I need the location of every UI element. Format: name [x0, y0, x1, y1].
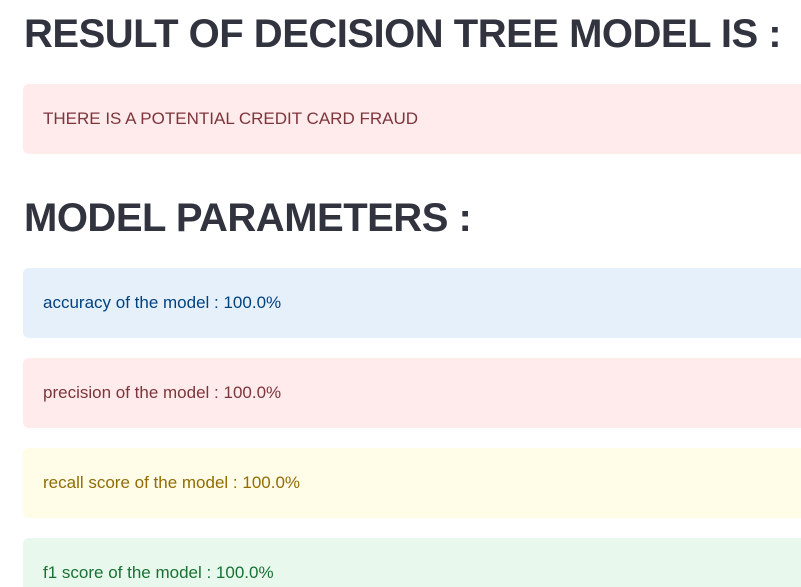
- f1-score-alert: f1 score of the model : 100.0%: [23, 538, 801, 587]
- accuracy-alert: accuracy of the model : 100.0%: [23, 268, 801, 338]
- accuracy-text: accuracy of the model : 100.0%: [43, 293, 282, 312]
- result-heading: RESULT OF DECISION TREE MODEL IS :: [24, 12, 782, 56]
- fraud-result-text: THERE IS A POTENTIAL CREDIT CARD FRAUD: [43, 109, 419, 128]
- recall-text: recall score of the model : 100.0%: [43, 473, 301, 492]
- precision-alert: precision of the model : 100.0%: [23, 358, 801, 428]
- f1-score-text: f1 score of the model : 100.0%: [43, 563, 274, 582]
- fraud-result-alert: THERE IS A POTENTIAL CREDIT CARD FRAUD: [23, 84, 801, 154]
- precision-text: precision of the model : 100.0%: [43, 383, 282, 402]
- model-parameters-heading: MODEL PARAMETERS :: [24, 196, 472, 240]
- recall-alert: recall score of the model : 100.0%: [23, 448, 801, 518]
